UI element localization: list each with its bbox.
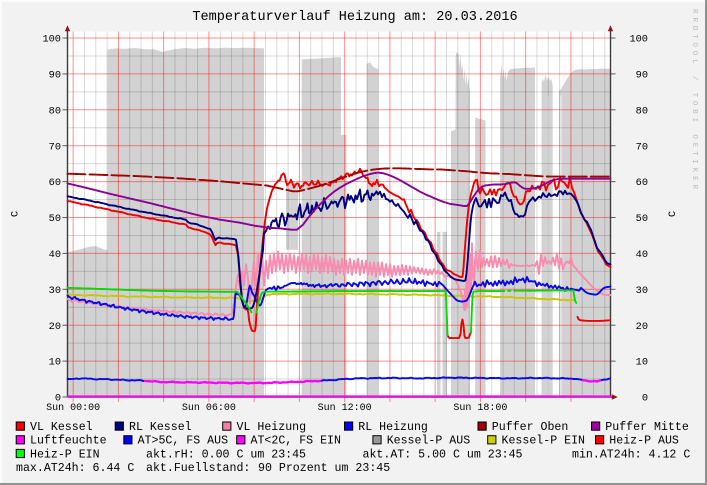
svg-text:30: 30 xyxy=(49,285,61,297)
svg-text:Sun 12:00: Sun 12:00 xyxy=(318,403,372,414)
svg-text:C: C xyxy=(11,211,22,217)
svg-text:70: 70 xyxy=(636,141,648,153)
svg-text:Sun 00:00: Sun 00:00 xyxy=(46,403,100,414)
svg-text:90: 90 xyxy=(49,70,61,82)
svg-text:0: 0 xyxy=(55,393,61,405)
svg-text:VL Kessel: VL Kessel xyxy=(30,421,93,434)
svg-text:100: 100 xyxy=(629,34,648,46)
svg-text:akt.rH: 0.00 C um 23:45: akt.rH: 0.00 C um 23:45 xyxy=(146,448,306,461)
svg-text:10: 10 xyxy=(636,357,648,369)
svg-text:0: 0 xyxy=(642,393,648,405)
svg-text:20: 20 xyxy=(636,321,648,333)
svg-text:Heiz-P EIN: Heiz-P EIN xyxy=(30,448,100,461)
svg-text:Temperaturverlauf Heizung am:: Temperaturverlauf Heizung am: 20.03.2016 xyxy=(192,10,517,25)
svg-text:min.AT24h: 4.12 C: min.AT24h: 4.12 C xyxy=(572,448,690,461)
svg-text:Puffer Oben: Puffer Oben xyxy=(492,421,569,434)
svg-text:80: 80 xyxy=(636,105,648,117)
svg-text:60: 60 xyxy=(49,177,61,189)
svg-text:90: 90 xyxy=(636,70,648,82)
svg-text:Luftfeuchte: Luftfeuchte xyxy=(30,435,107,448)
svg-text:akt.Fuellstand:: akt.Fuellstand: xyxy=(146,462,250,475)
svg-text:Sun 06:00: Sun 06:00 xyxy=(182,403,236,414)
svg-text:max.AT24h: 6.44 C: max.AT24h: 6.44 C xyxy=(16,462,134,475)
svg-text:30: 30 xyxy=(636,285,648,297)
svg-text:90 Prozent um 23:45: 90 Prozent um 23:45 xyxy=(258,462,390,475)
svg-text:Kessel-P AUS: Kessel-P AUS xyxy=(387,435,471,448)
svg-text:RRDTOOL / TOBI OETIKER: RRDTOOL / TOBI OETIKER xyxy=(690,9,698,193)
svg-text:Heiz-P AUS: Heiz-P AUS xyxy=(609,435,679,448)
svg-text:RL Heizung: RL Heizung xyxy=(358,421,428,434)
svg-text:Sun 18:00: Sun 18:00 xyxy=(453,403,507,414)
svg-text:50: 50 xyxy=(49,213,61,225)
svg-text:C: C xyxy=(668,211,679,217)
svg-text:80: 80 xyxy=(49,105,61,117)
svg-text:70: 70 xyxy=(49,141,61,153)
svg-text:Puffer Mitte: Puffer Mitte xyxy=(605,421,689,434)
svg-text:AT<2C, FS EIN: AT<2C, FS EIN xyxy=(251,435,341,448)
svg-text:50: 50 xyxy=(636,213,648,225)
svg-text:40: 40 xyxy=(636,249,648,261)
svg-text:20: 20 xyxy=(49,321,61,333)
svg-text:akt.AT: 5.00 C um 23:45: akt.AT: 5.00 C um 23:45 xyxy=(363,448,523,461)
svg-text:60: 60 xyxy=(636,177,648,189)
svg-text:RL Kessel: RL Kessel xyxy=(129,421,192,434)
svg-text:40: 40 xyxy=(49,249,61,261)
svg-text:10: 10 xyxy=(49,357,61,369)
svg-text:100: 100 xyxy=(42,34,61,46)
svg-text:VL Heizung: VL Heizung xyxy=(237,421,307,434)
svg-text:AT>5C, FS AUS: AT>5C, FS AUS xyxy=(138,435,228,448)
svg-text:Kessel-P EIN: Kessel-P EIN xyxy=(502,435,586,448)
